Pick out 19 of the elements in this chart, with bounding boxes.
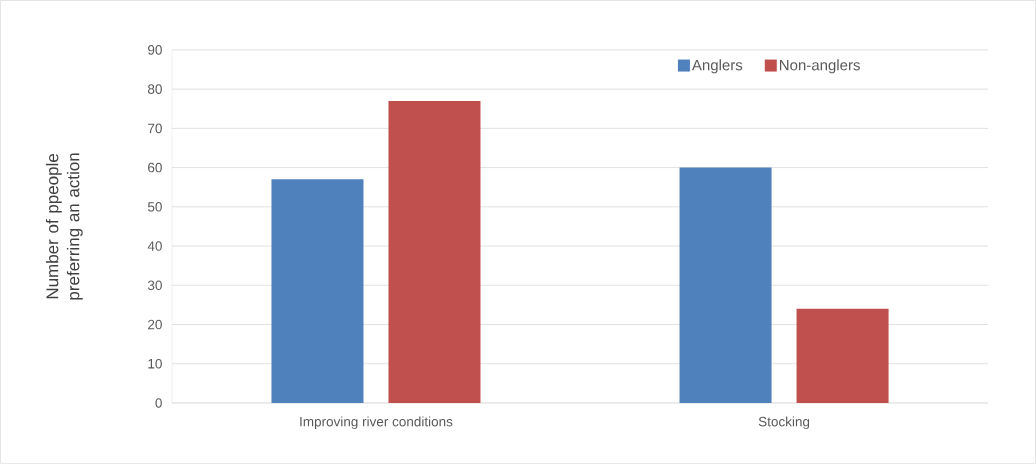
y-tick-label: 30: [147, 280, 162, 291]
y-tick-label: 10: [148, 359, 162, 369]
legend-label: Anglers: [691, 59, 743, 74]
y-axis-title: Number of ppeople preferring an action: [45, 153, 83, 300]
y-tick-label: 20: [148, 319, 162, 330]
y-tick-label: 80: [148, 84, 162, 94]
y-tick-label: 40: [147, 241, 162, 251]
y-tick-label: 50: [147, 202, 162, 212]
bar: [679, 167, 772, 404]
legend-label: Non-anglers: [780, 59, 860, 74]
bar: [796, 308, 889, 404]
x-tick-label: Improving river conditions: [300, 416, 453, 430]
bar: [388, 100, 481, 404]
y-tick-label: 60: [148, 162, 162, 173]
bar: [271, 179, 364, 404]
y-tick-label: 0: [155, 398, 162, 408]
x-tick-label: Stocking: [758, 416, 810, 430]
y-tick-label: 90: [148, 45, 162, 55]
y-tick-label: 70: [148, 123, 162, 134]
